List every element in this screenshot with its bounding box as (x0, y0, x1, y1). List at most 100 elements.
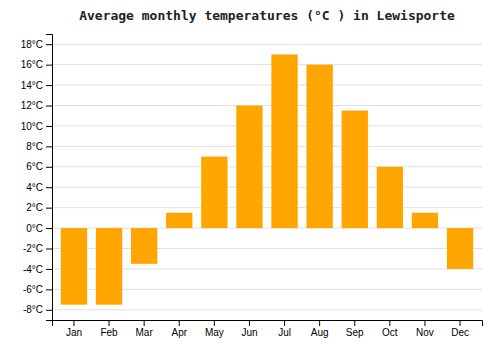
tick-mark (249, 320, 250, 326)
grid-line (52, 187, 482, 188)
tick: Dec (451, 320, 469, 338)
tick-label: -2°C (23, 243, 43, 254)
tick: 8°C (26, 141, 52, 152)
tick-label: -4°C (23, 264, 43, 275)
tick: 18°C (21, 39, 52, 50)
tick-mark (46, 85, 52, 86)
grid (52, 44, 482, 310)
tick-label: 18°C (21, 39, 43, 50)
tick-label: Mar (136, 327, 154, 338)
bar (61, 228, 87, 305)
tick-label: 6°C (26, 161, 43, 172)
axis-line (46, 35, 53, 321)
tick: -6°C (23, 284, 52, 295)
tick-mark (284, 320, 285, 326)
tick-mark (46, 310, 52, 311)
tick-mark (46, 65, 52, 66)
tick-label: 8°C (26, 141, 43, 152)
tick: 10°C (21, 121, 52, 132)
tick-mark (46, 126, 52, 127)
grid-line (52, 309, 482, 310)
tick-mark (73, 320, 74, 326)
bar (412, 213, 438, 228)
tick-mark (46, 269, 52, 270)
tick-label: Jan (66, 327, 82, 338)
tick-mark (46, 249, 52, 250)
tick-label: 2°C (26, 202, 43, 213)
tick: May (205, 320, 224, 338)
bar (377, 167, 403, 228)
tick-mark (424, 320, 425, 326)
tick: Jul (278, 320, 291, 338)
plot: -8°C -6°C -4°C -2°C 0°C 2°C 4°C 6°C 8°C 10°C 12°C 1… (21, 35, 483, 339)
tick-mark (46, 187, 52, 188)
tick-label: May (205, 327, 224, 338)
tick-label: Jun (241, 327, 257, 338)
grid-line (52, 125, 482, 126)
bar (131, 228, 157, 264)
tick: Sep (346, 320, 364, 338)
tick: Mar (136, 320, 154, 338)
tick-mark (214, 320, 215, 326)
tick-label: Aug (311, 327, 329, 338)
tick-mark (46, 106, 52, 107)
bar (271, 54, 297, 228)
tick: Jun (241, 320, 257, 338)
tick-mark (46, 167, 52, 168)
tick: Apr (171, 320, 187, 338)
tick-mark (389, 320, 390, 326)
bar (96, 228, 122, 305)
bar (236, 106, 262, 229)
grid-line (52, 64, 482, 65)
tick: Nov (416, 320, 434, 338)
y-axis: -8°C -6°C -4°C -2°C 0°C 2°C 4°C 6°C 8°C 10°C 12°C 1… (21, 35, 53, 321)
title: Average monthly temperatures (°C ) in Le… (79, 8, 455, 23)
tick-mark (354, 320, 355, 326)
tick: 4°C (26, 182, 52, 193)
bars (61, 54, 473, 304)
tick-mark (46, 228, 52, 229)
tick-mark (179, 320, 180, 326)
tick: 12°C (21, 100, 52, 111)
tick-label: Dec (451, 327, 469, 338)
bar (306, 65, 332, 228)
grid-line (52, 166, 482, 167)
tick-label: Nov (416, 327, 434, 338)
tick-label: 14°C (21, 80, 43, 91)
chart: -8°C -6°C -4°C -2°C 0°C 2°C 4°C 6°C 8°C 10°C 12°C 1… (0, 0, 500, 350)
tick-label: 12°C (21, 100, 43, 111)
tick: -2°C (23, 243, 52, 254)
tick: 16°C (21, 59, 52, 70)
grid-line (52, 105, 482, 106)
tick-label: 10°C (21, 121, 43, 132)
tick: -4°C (23, 264, 52, 275)
tick: Feb (100, 320, 118, 338)
tick-mark (144, 320, 145, 326)
tick-label: 0°C (26, 223, 43, 234)
tick-label: Feb (100, 327, 118, 338)
tick: Jan (66, 320, 82, 338)
tick-label: Jul (278, 327, 291, 338)
tick-label: -8°C (23, 304, 43, 315)
grid-line (52, 44, 482, 45)
tick-mark (319, 320, 320, 326)
bar (447, 228, 473, 269)
tick: 14°C (21, 80, 52, 91)
x-axis: Jan Feb Mar Apr May Jun Jul Aug Sep Oct Nov Dec (53, 320, 483, 338)
tick: -8°C (23, 304, 52, 315)
tick: 6°C (26, 161, 52, 172)
tick-label: Apr (171, 327, 187, 338)
tick-mark (46, 208, 52, 209)
tick: 0°C (26, 223, 52, 234)
tick: Oct (382, 320, 398, 338)
tick-mark (460, 320, 461, 326)
axis-line (53, 321, 483, 327)
grid-line (52, 85, 482, 86)
tick-label: Sep (346, 327, 364, 338)
tick-label: Oct (382, 327, 398, 338)
tick-label: 16°C (21, 59, 43, 70)
tick-mark (46, 44, 52, 45)
tick: 2°C (26, 202, 52, 213)
bar (342, 111, 368, 228)
grid-line (52, 207, 482, 208)
